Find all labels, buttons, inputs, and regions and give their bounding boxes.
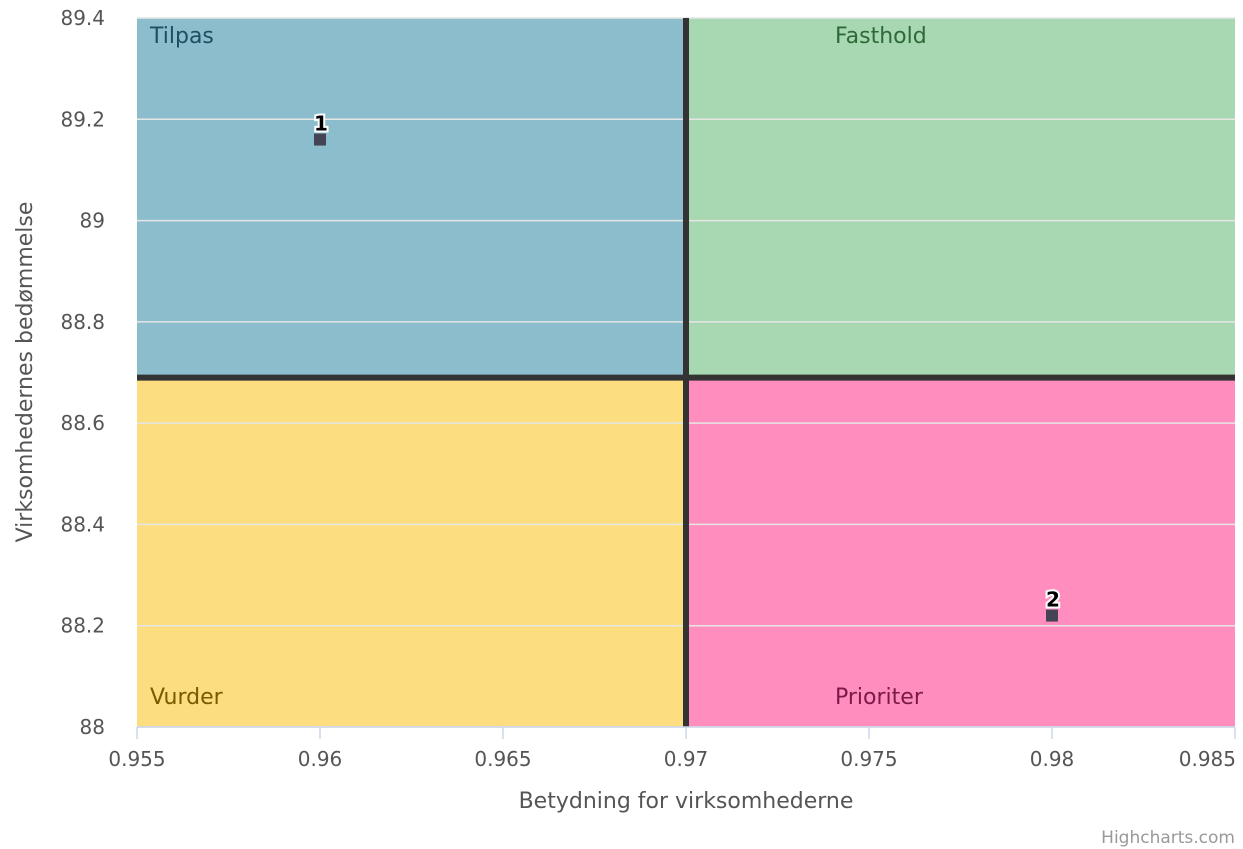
y-tick-label-4: 88.8 (60, 310, 105, 334)
quadrant-label-top-right: Fasthold (835, 24, 927, 49)
quadrant-dividers (137, 18, 1235, 727)
y-tick-label-2: 88.4 (60, 512, 105, 536)
y-axis: 88 88.2 88.4 88.6 88.8 89 89.2 89.4 (60, 6, 105, 739)
x-tick-label-0: 0.955 (108, 747, 165, 771)
quadrant-backgrounds (137, 18, 1235, 727)
x-tick-label-4: 0.975 (840, 747, 897, 771)
x-axis-title: Betydning for virksomhederne (519, 789, 854, 814)
x-axis: 0.955 0.96 0.965 0.97 0.975 0.98 0.985 (108, 726, 1236, 771)
x-tick-label-2: 0.965 (474, 747, 531, 771)
data-point-label-1: 1 (314, 112, 328, 136)
y-tick-label-7: 89.4 (60, 6, 105, 30)
quadrant-label-bottom-right: Prioriter (835, 685, 924, 710)
data-points: 12 (312, 110, 1062, 622)
quadrant-label-top-left: Tilpas (149, 24, 214, 49)
y-tick-label-6: 89.2 (60, 107, 105, 131)
quadrant-labels: Tilpas Fasthold Vurder Prioriter (149, 24, 927, 710)
data-point-label-2: 2 (1046, 588, 1060, 612)
quadrant-bottom-right (686, 377, 1235, 727)
quadrant-label-bottom-left: Vurder (150, 685, 224, 710)
y-tick-label-0: 88 (80, 715, 105, 739)
quadrant-top-right (686, 18, 1235, 378)
y-tick-label-1: 88.2 (60, 614, 105, 638)
y-tick-label-5: 89 (80, 209, 105, 233)
x-tick-label-5: 0.98 (1030, 747, 1075, 771)
x-tick-label-1: 0.96 (298, 747, 343, 771)
y-axis-title: Virksomhedernes bedømmelse (13, 202, 38, 543)
x-tick-label-3: 0.97 (664, 747, 709, 771)
data-point-1[interactable] (314, 133, 326, 146)
quadrant-top-left (137, 18, 686, 378)
data-point-2[interactable] (1046, 609, 1058, 622)
quadrant-bottom-left (137, 377, 686, 727)
x-tick-label-6: 0.985 (1179, 747, 1236, 771)
y-tick-label-3: 88.6 (60, 411, 105, 435)
credits-link[interactable]: Highcharts.com (1101, 828, 1235, 848)
